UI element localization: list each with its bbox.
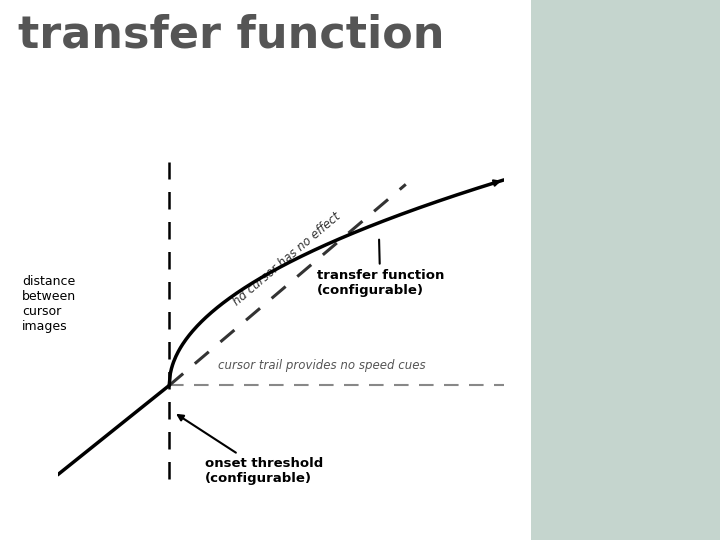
Text: transfer function: transfer function <box>18 14 444 57</box>
Text: onset threshold
(configurable): onset threshold (configurable) <box>178 415 323 485</box>
Text: transfer function
(configurable): transfer function (configurable) <box>317 240 444 297</box>
Text: distance
between
cursor
images: distance between cursor images <box>22 275 76 333</box>
Text: cursor trail provides no speed cues: cursor trail provides no speed cues <box>218 359 426 372</box>
Text: hd cursor has no effect: hd cursor has no effect <box>230 210 343 308</box>
